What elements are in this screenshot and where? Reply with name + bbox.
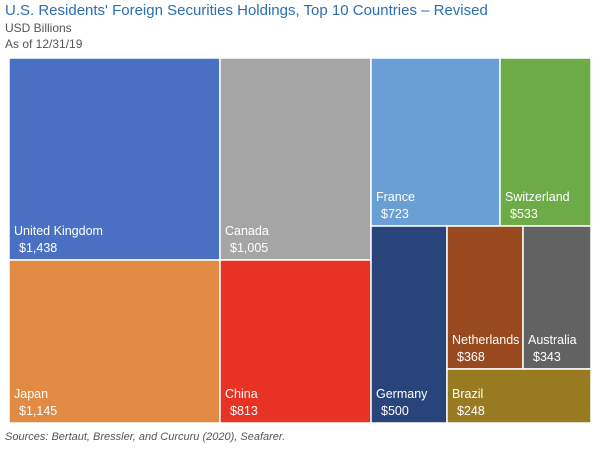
tile-name-united-kingdom: United Kingdom [14,224,103,238]
tile-china [219,259,372,424]
tile-name-china: China [225,387,258,401]
tile-japan [8,259,221,424]
tile-name-japan: Japan [14,387,48,401]
tile-canada [219,57,372,261]
chart-title: U.S. Residents' Foreign Securities Holdi… [5,2,488,19]
chart-source: Sources: Bertaut, Bressler, and Curcuru … [5,431,286,443]
tile-name-germany: Germany [376,387,428,401]
tile-value-china: $813 [230,404,258,418]
tile-name-canada: Canada [225,224,269,238]
tile-name-brazil: Brazil [452,387,483,401]
tile-united-kingdom [8,57,221,261]
chart-subtitle-units: USD Billions [5,21,72,35]
tile-value-france: $723 [381,207,409,221]
tile-value-canada: $1,005 [230,241,268,255]
tile-value-japan: $1,145 [19,404,57,418]
tile-name-france: France [376,190,415,204]
tile-netherlands [446,225,524,370]
tile-value-brazil: $248 [457,404,485,418]
tile-value-australia: $343 [533,350,561,364]
tile-name-switzerland: Switzerland [505,190,570,204]
tile-switzerland [499,57,592,227]
tile-value-united-kingdom: $1,438 [19,241,57,255]
tile-brazil [446,368,592,424]
tile-name-netherlands: Netherlands [452,333,519,347]
tile-value-switzerland: $533 [510,207,538,221]
tile-australia [522,225,592,370]
chart-subtitle-date: As of 12/31/19 [5,37,83,51]
tile-germany [370,225,448,424]
tile-name-australia: Australia [528,333,577,347]
tile-value-germany: $500 [381,404,409,418]
tile-value-netherlands: $368 [457,350,485,364]
tile-france [370,57,501,227]
